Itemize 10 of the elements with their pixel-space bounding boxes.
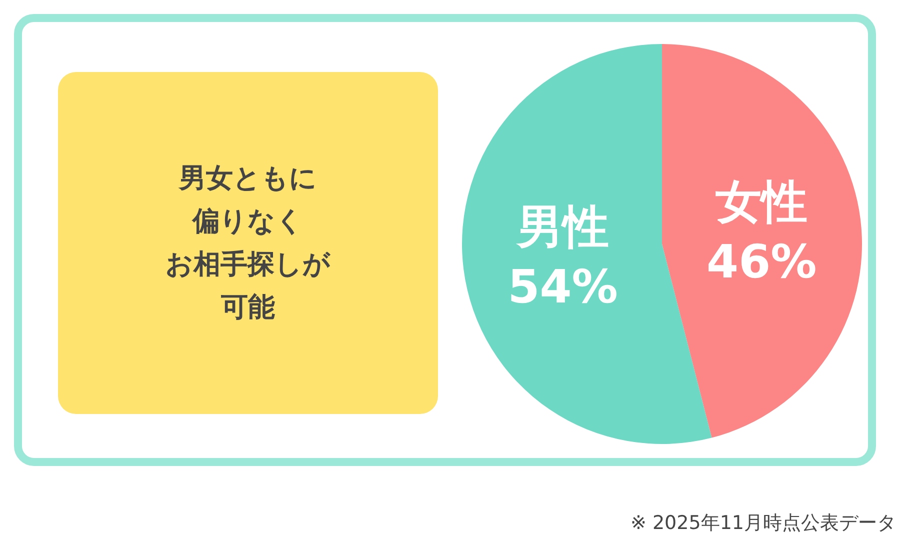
data-label: 46% [706,234,817,288]
data-label: 54% [508,259,618,314]
text: 可能 [220,291,276,326]
text: ※ 2025年11月時点公表データ [630,511,896,536]
text: 男女ともに [178,162,318,196]
pie-slice [662,44,862,438]
slice-label: 女性 [716,174,808,229]
text: お相手探しが [166,248,330,282]
slice-label: 男性 [514,200,609,254]
text: 偏りなく [190,204,304,239]
